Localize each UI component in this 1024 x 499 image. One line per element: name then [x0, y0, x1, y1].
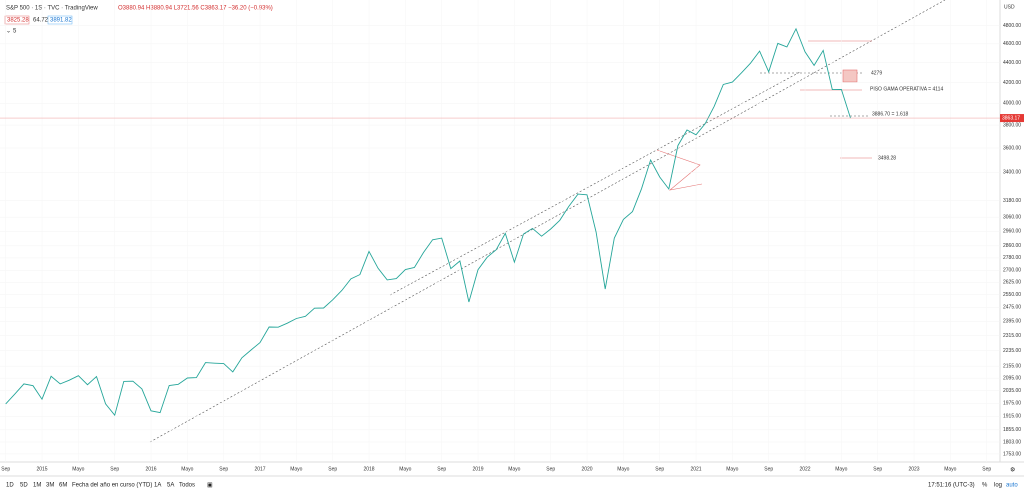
time-label: Sep: [873, 466, 882, 472]
time-label: Sep: [655, 466, 664, 472]
annotation: PISO GAMA OPERATIVA = 4114: [870, 86, 943, 92]
price-tick-label: 2155.00: [1003, 363, 1021, 369]
price-tick-label: 4000.00: [1003, 101, 1021, 107]
scale-option[interactable]: auto: [1006, 483, 1018, 489]
price-tick-label: 2550.00: [1003, 292, 1021, 298]
clock: 17:51:16 (UTC-3): [928, 483, 975, 489]
price-tick-label: 4800.00: [1003, 23, 1021, 29]
range-button[interactable]: Todos: [179, 483, 195, 489]
collapse-count[interactable]: 5: [13, 29, 17, 35]
scale-option[interactable]: log: [994, 483, 1002, 489]
price-tick-label: 2035.00: [1003, 388, 1021, 394]
price-tick-label: 2315.00: [1003, 333, 1021, 339]
time-label: Sep: [546, 466, 555, 472]
price-tick-label: 3400.00: [1003, 170, 1021, 176]
time-label: Sep: [219, 466, 228, 472]
annotation-channel: [656, 149, 703, 191]
time-label: 2017: [254, 466, 265, 472]
time-label: 2018: [363, 466, 374, 472]
time-label: Mayo: [944, 466, 956, 472]
indicator-value: 64.72: [33, 18, 49, 24]
time-label: 2019: [472, 466, 483, 472]
time-label: 2020: [581, 466, 592, 472]
price-tick-label: 1803.00: [1003, 439, 1021, 445]
price-tick-label: 2780.00: [1003, 255, 1021, 261]
price-tick-label: 2235.00: [1003, 348, 1021, 354]
range-button[interactable]: 6M: [59, 483, 67, 489]
ohlc: O3880.94 H3880.94 L3721.56 C3863.17 −36.…: [118, 6, 273, 12]
time-label: Mayo: [835, 466, 847, 472]
time-label: Sep: [1, 466, 10, 472]
time-label: Sep: [328, 466, 337, 472]
price-tick-label: 1855.00: [1003, 427, 1021, 433]
time-label: Mayo: [181, 466, 193, 472]
time-label: Sep: [110, 466, 119, 472]
time-label: 2021: [690, 466, 701, 472]
collapse-toggle[interactable]: ⌄: [6, 29, 11, 35]
price-tick-label: 1975.00: [1003, 401, 1021, 407]
time-label: 2022: [799, 466, 810, 472]
time-label: Mayo: [617, 466, 629, 472]
time-label: Mayo: [72, 466, 84, 472]
annotation: 4279: [871, 70, 882, 76]
time-label: Sep: [437, 466, 446, 472]
symbol: S&P 500 · 1S · TVC · TradingView: [6, 6, 98, 12]
price-tick-label: 2860.00: [1003, 243, 1021, 249]
time-label: 2015: [36, 466, 47, 472]
annotation: 3498.28: [878, 155, 896, 161]
time-label: Mayo: [290, 466, 302, 472]
last-price-label: 3863.17: [1002, 115, 1020, 121]
price-tick-label: 2625.00: [1003, 280, 1021, 286]
range-button[interactable]: 1A: [154, 483, 161, 489]
price-tick-label: 2700.00: [1003, 268, 1021, 274]
indicator-value: 3825.28: [7, 18, 29, 24]
time-label: 2023: [908, 466, 919, 472]
indicator-box: [47, 15, 73, 25]
indicator-box: [4, 15, 30, 25]
scale-option[interactable]: %: [982, 483, 988, 489]
price-tick-label: 4600.00: [1003, 41, 1021, 47]
time-label: Sep: [764, 466, 773, 472]
range-button[interactable]: 1M: [33, 483, 41, 489]
range-button[interactable]: 5A: [167, 483, 174, 489]
range-button[interactable]: Fecha del año en curso (YTD): [72, 483, 152, 489]
currency: USD: [1004, 4, 1015, 10]
price-tick-label: 2960.00: [1003, 229, 1021, 235]
price-tick-label: 1915.00: [1003, 414, 1021, 420]
price-tick-label: 2095.00: [1003, 375, 1021, 381]
price-tick-label: 1753.00: [1003, 451, 1021, 457]
range-button[interactable]: 1D: [6, 483, 14, 489]
price-tick-label: 3060.00: [1003, 214, 1021, 220]
time-label: Mayo: [508, 466, 520, 472]
time-label: Sep: [982, 466, 991, 472]
price-tick-label: 3800.00: [1003, 122, 1021, 128]
range-button[interactable]: 5D: [20, 483, 28, 489]
price-tick-label: 2395.00: [1003, 319, 1021, 325]
annotation: 3886.70 = 1.618: [872, 111, 909, 117]
price-tick-label: 4200.00: [1003, 80, 1021, 86]
last-price-box: [1000, 114, 1024, 123]
calendar-icon[interactable]: ▣: [207, 483, 213, 489]
time-label: 2016: [145, 466, 156, 472]
annotation-box: [842, 69, 858, 83]
price-tick-label: 2475.00: [1003, 305, 1021, 311]
price-tick-label: 4400.00: [1003, 60, 1021, 66]
price-tick-label: 3180.00: [1003, 198, 1021, 204]
time-label: Mayo: [399, 466, 411, 472]
price-line: [5, 27, 851, 417]
indicator-value: 3891.82: [50, 18, 72, 24]
time-label: Mayo: [726, 466, 738, 472]
settings-icon[interactable]: ⚙: [1010, 467, 1015, 474]
price-tick-label: 3600.00: [1003, 145, 1021, 151]
range-button[interactable]: 3M: [46, 483, 54, 489]
